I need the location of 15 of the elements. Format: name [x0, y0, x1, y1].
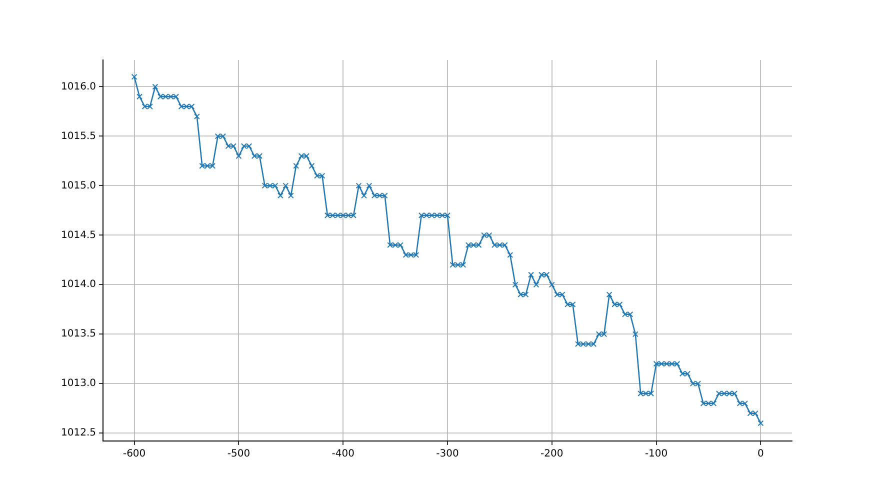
x-tick-label: -500	[227, 448, 250, 460]
y-tick-label: 1014.0	[60, 279, 96, 290]
y-tick-label: 1016.0	[60, 81, 96, 92]
x-tick-label: -400	[332, 448, 354, 460]
x-tick-label: -600	[122, 448, 146, 460]
y-tick-label: 1014.5	[60, 230, 96, 241]
y-tick-label: 1013.0	[60, 378, 96, 390]
x-tick-label: -300	[436, 448, 459, 460]
y-tick-label: 1015.5	[60, 130, 96, 142]
y-tick-label: 1012.5	[60, 428, 96, 439]
x-tick-label: -100	[644, 448, 668, 460]
x-tick-label: -200	[540, 448, 564, 460]
x-tick-label: 0	[757, 448, 764, 460]
y-tick-label: 1015.0	[60, 180, 96, 192]
y-tick-label: 1013.5	[60, 328, 96, 340]
